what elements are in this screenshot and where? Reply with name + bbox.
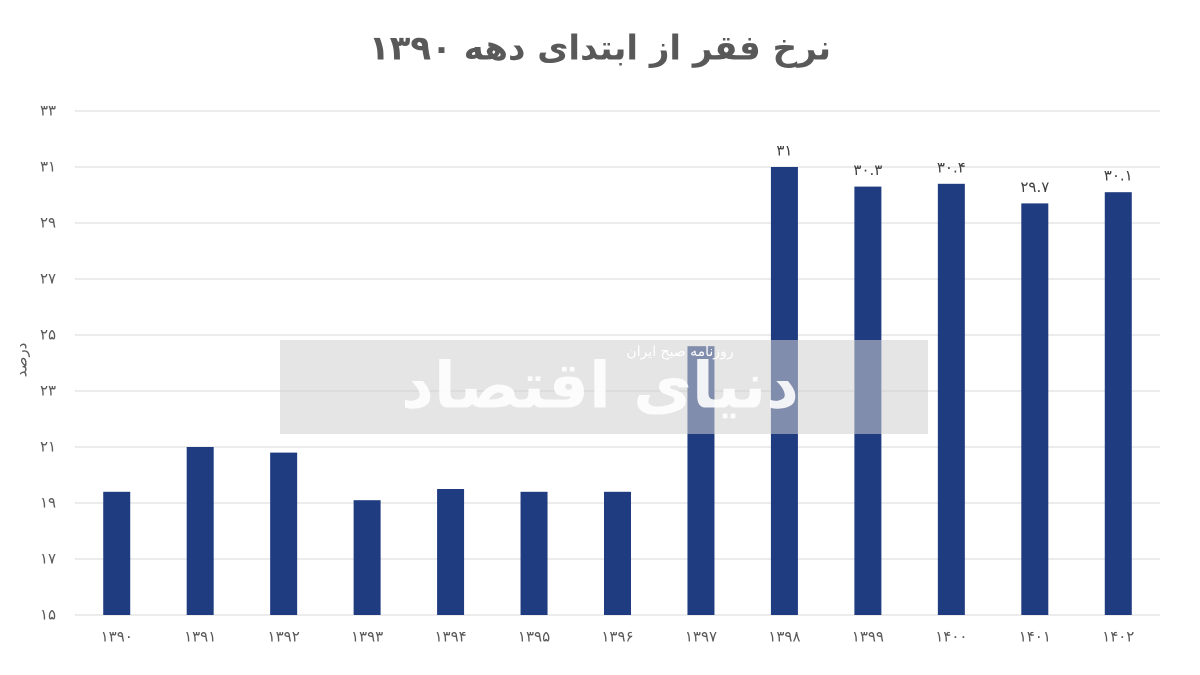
- y-tick-label: ۲۷: [40, 270, 56, 288]
- x-tick-label: ۱۳۹۰: [101, 628, 133, 646]
- x-tick-label: ۱۳۹۱: [184, 628, 216, 646]
- bar: [353, 500, 381, 615]
- x-tick-label: ۱۳۹۶: [601, 628, 633, 646]
- watermark: دنیای اقتصاد: [401, 350, 799, 424]
- value-label: ۳۰.۳: [853, 161, 882, 179]
- bars: ۳۱ ۳۰.۳ ۳۰.۴ ۲۹.۷ ۳۰.۱: [103, 142, 1133, 616]
- bar: [520, 491, 548, 615]
- x-tick-label: ۱۳۹۵: [518, 628, 550, 646]
- chart-title: نرخ فقر از ابتدای دهه ۱۳۹۰: [369, 29, 831, 69]
- x-tick-label: ۱۴۰۲: [1102, 628, 1134, 646]
- x-tick-label: ۱۴۰۱: [1019, 628, 1051, 646]
- value-label: ۳۰.۱: [1104, 167, 1133, 185]
- value-label: ۳۱: [776, 142, 792, 160]
- bar: [1021, 203, 1049, 615]
- bar: [1104, 192, 1132, 615]
- y-tick-label: ۲۳: [40, 382, 56, 400]
- x-tick-label: ۱۳۹۹: [852, 628, 884, 646]
- y-tick-label: ۳۱: [40, 158, 56, 176]
- watermark-subtitle: روزنامه صبح ایران: [626, 344, 733, 360]
- x-tick-label: ۱۳۹۴: [434, 628, 466, 646]
- value-label: ۳۰.۴: [937, 158, 966, 176]
- bar: [937, 183, 965, 616]
- y-tick-label: ۱۷: [40, 550, 56, 568]
- y-tick-label: ۲۱: [40, 438, 56, 456]
- x-tick-label: ۱۳۹۸: [768, 628, 800, 646]
- y-tick-label: ۱۹: [40, 494, 56, 512]
- bar: [186, 447, 214, 615]
- y-tick-label: ۲۵: [40, 326, 56, 344]
- bar: [270, 452, 298, 615]
- x-tick-label: ۱۳۹۲: [268, 628, 300, 646]
- bar: [437, 489, 465, 615]
- grid: ۱۵ ۱۷ ۱۹ ۲۱ ۲۳ ۲۵ ۲۷ ۲۹ ۳۱ ۳۳ ۱۳۹۰ ۱۳۹۱ ۱۳۹۲ ۱۳۹۳ ۱۳۹۴…: [40, 102, 1160, 646]
- x-tick-label: ۱۳۹۳: [351, 628, 383, 646]
- bar: [604, 491, 631, 615]
- y-tick-label: ۲۹: [40, 214, 56, 232]
- y-tick-label: ۳۳: [40, 102, 56, 120]
- y-axis-label: درصد: [13, 343, 31, 378]
- watermark-band: [280, 340, 928, 434]
- x-tick-label: ۱۴۰۰: [935, 628, 967, 646]
- value-label: ۲۹.۷: [1020, 178, 1049, 196]
- bar: [103, 491, 131, 615]
- y-tick-label: ۱۵: [40, 606, 56, 624]
- x-tick-label: ۱۳۹۷: [685, 628, 717, 646]
